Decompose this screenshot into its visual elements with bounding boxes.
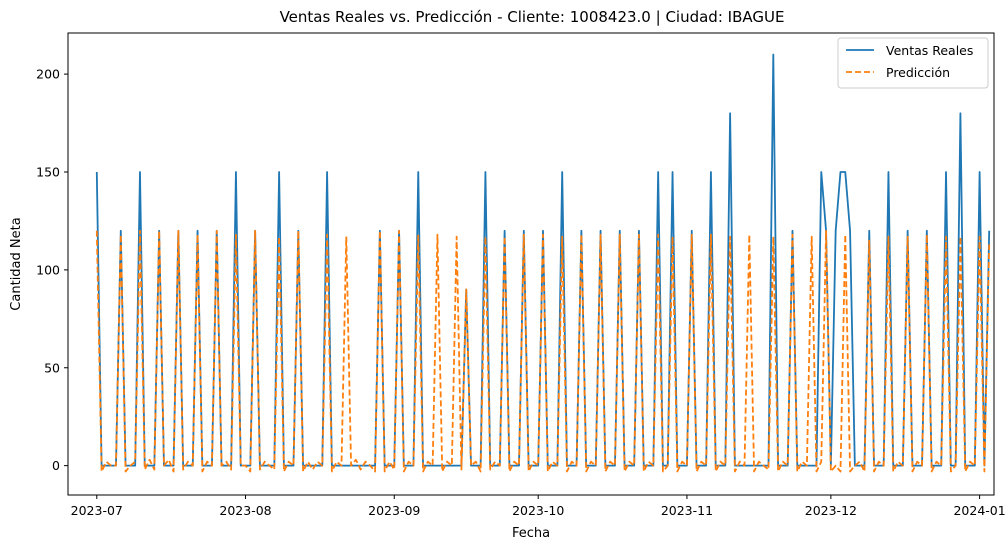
plot-area (67, 32, 995, 496)
x-axis: 2023-07 2023-08 2023-09 2023-10 2023-11 2023-… (71, 495, 1005, 518)
y-tick-label: 200 (36, 67, 60, 82)
series-line-prediccion (95, 229, 991, 473)
y-tick-label: 0 (52, 458, 60, 473)
x-axis-title: Fecha (512, 526, 550, 541)
plot-frame (67, 32, 995, 496)
x-tick-label: 2023-10 (512, 503, 564, 518)
x-tick-label: 2023-12 (805, 503, 857, 518)
legend: Ventas Reales Predicción (837, 37, 989, 89)
x-tick-label: 2023-08 (219, 503, 271, 518)
y-tick-label: 150 (36, 164, 60, 179)
y-tick-label: 50 (44, 360, 60, 375)
series-group (95, 53, 991, 473)
legend-box (837, 37, 989, 89)
x-tick-label: 2023-07 (71, 503, 123, 518)
legend-label-prediccion: Predicción (886, 65, 950, 80)
x-tick-label: 2023-11 (661, 503, 713, 518)
x-tick-label: 2024-01 (953, 503, 1005, 518)
chart-title: Ventas Reales vs. Predicción - Cliente: … (280, 8, 785, 26)
y-axis-title: Cantidad Neta (9, 217, 24, 310)
x-tick-label: 2023-09 (368, 503, 420, 518)
legend-label-ventas-reales: Ventas Reales (886, 43, 973, 58)
y-axis: 0 50 100 150 200 (36, 67, 68, 473)
y-tick-label: 100 (36, 262, 60, 277)
